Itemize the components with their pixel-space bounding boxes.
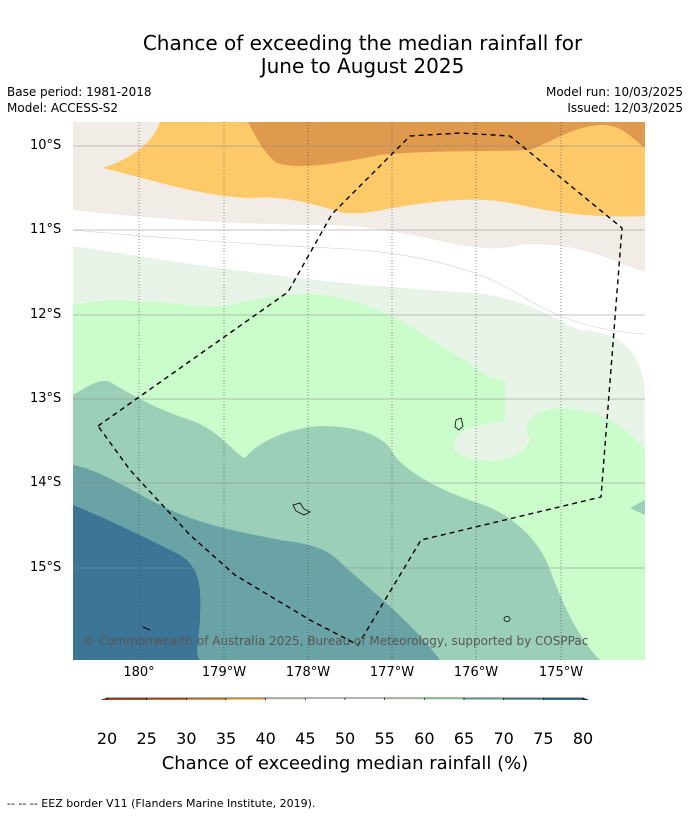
lat-label: 14°S — [30, 475, 62, 490]
eez-border — [97, 132, 623, 646]
title-line-1: Chance of exceeding the median rainfall … — [142, 31, 583, 55]
island — [454, 417, 464, 431]
colorbar-segment — [186, 697, 227, 700]
lat-label: 12°S — [30, 307, 62, 322]
model-name: Model: ACCESS-S2 — [7, 101, 119, 115]
lat-label: 15°S — [30, 560, 62, 575]
model-run: Model run: 10/03/2025 — [545, 85, 683, 99]
colorbar-tick-label: 45 — [295, 729, 316, 748]
colorbar-segment — [344, 697, 385, 700]
copyright-notice: © Commonwealth of Australia 2025, Bureau… — [83, 634, 589, 648]
lat-label: 10°S — [30, 138, 62, 153]
colorbar-segment — [305, 697, 346, 700]
colorbar-tick-label: 80 — [572, 729, 594, 748]
rainfall-map — [73, 122, 645, 700]
island — [142, 626, 151, 631]
lon-label: 178°W — [285, 665, 331, 680]
colorbar-tick-label: 35 — [215, 729, 237, 748]
lon-label: 175°W — [538, 665, 584, 680]
zone-30-35 — [248, 122, 645, 166]
title-line-2: June to August 2025 — [260, 54, 465, 78]
zone-65-70-east — [630, 500, 645, 515]
colorbar-tick-label: 20 — [96, 729, 118, 748]
base-period: Base period: 1981-2018 — [7, 85, 152, 99]
colorbar-title: Chance of exceeding median rainfall (%) — [161, 753, 529, 774]
lat-label: 11°S — [30, 222, 62, 237]
island — [503, 616, 511, 622]
zone-75-80 — [73, 505, 201, 660]
colorbar-segment — [146, 697, 187, 700]
colorbar-tick-label: 55 — [374, 729, 395, 748]
colorbar-tick-label: 30 — [176, 729, 197, 748]
lon-label: 176°W — [453, 665, 499, 680]
lat-label: 13°S — [30, 391, 62, 406]
lon-label: 177°W — [369, 665, 415, 680]
issued-date: Issued: 12/03/2025 — [567, 101, 683, 115]
colorbar-segment — [543, 697, 584, 700]
colorbar — [100, 697, 590, 700]
colorbar-tick-label: 60 — [414, 729, 435, 748]
colorbar-tick-label: 25 — [136, 729, 157, 748]
colorbar-tick-label: 70 — [493, 729, 514, 748]
colorbar-under-arrow — [100, 697, 108, 700]
lon-label: 180° — [123, 665, 155, 680]
colorbar-segment — [106, 697, 147, 700]
colorbar-segment — [265, 697, 306, 700]
colorbar-tick-label: 75 — [533, 729, 554, 748]
colorbar-segment — [463, 697, 504, 700]
colorbar-over-arrow — [582, 697, 590, 700]
lat-gridlines — [73, 145, 645, 569]
colorbar-segment — [225, 697, 266, 700]
island — [292, 502, 311, 516]
colorbar-tick-label: 40 — [255, 729, 276, 748]
colorbar-segment — [503, 697, 544, 700]
footnote: -- -- -- EEZ border V11 (Flanders Marine… — [7, 797, 316, 810]
colorbar-segment — [384, 697, 425, 700]
map-title: Chance of exceeding the median rainfall … — [0, 32, 690, 78]
colorbar-segment — [424, 697, 465, 700]
meta-right: Model run: 10/03/2025 Issued: 12/03/2025 — [546, 84, 683, 116]
colorbar-tick-label: 65 — [453, 729, 475, 748]
lon-label: 179°W — [201, 665, 247, 680]
colorbar-tick-label: 50 — [334, 729, 356, 748]
meta-left: Base period: 1981-2018 Model: ACCESS-S2 — [7, 84, 152, 116]
